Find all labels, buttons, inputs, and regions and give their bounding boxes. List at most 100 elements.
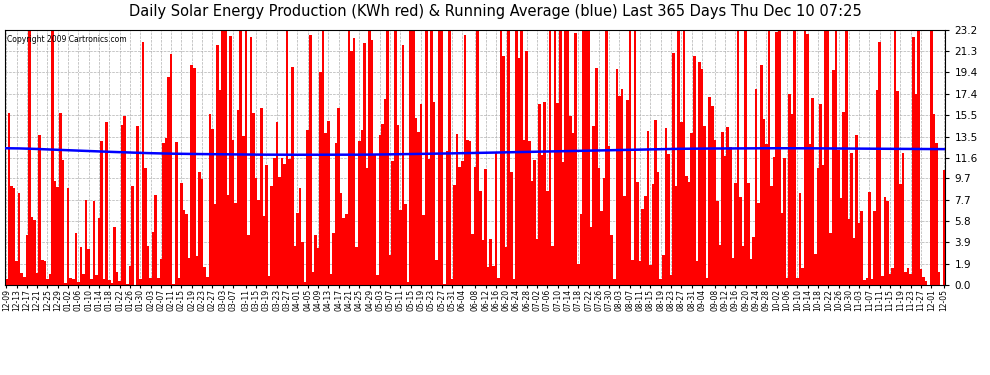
Bar bbox=[229, 36, 232, 285]
Bar bbox=[106, 122, 108, 285]
Bar bbox=[850, 153, 852, 285]
Bar bbox=[497, 278, 500, 285]
Bar bbox=[508, 30, 510, 285]
Bar bbox=[528, 141, 531, 285]
Bar bbox=[727, 127, 729, 285]
Bar bbox=[330, 274, 333, 285]
Bar bbox=[513, 279, 515, 285]
Bar bbox=[865, 278, 868, 285]
Bar bbox=[471, 234, 474, 285]
Bar bbox=[283, 164, 286, 285]
Bar bbox=[275, 122, 278, 285]
Bar bbox=[716, 201, 719, 285]
Bar bbox=[749, 259, 752, 285]
Bar bbox=[899, 184, 902, 285]
Bar bbox=[536, 239, 539, 285]
Bar bbox=[381, 124, 384, 285]
Bar bbox=[796, 278, 799, 285]
Bar bbox=[742, 246, 744, 285]
Bar bbox=[85, 200, 87, 285]
Bar bbox=[368, 30, 371, 285]
Bar bbox=[142, 42, 145, 285]
Bar bbox=[61, 160, 64, 285]
Bar bbox=[352, 38, 355, 285]
Bar bbox=[325, 134, 327, 285]
Bar bbox=[412, 30, 415, 285]
Bar bbox=[675, 186, 677, 285]
Bar bbox=[346, 214, 347, 285]
Bar bbox=[842, 112, 844, 285]
Bar bbox=[280, 158, 283, 285]
Bar bbox=[582, 30, 585, 285]
Bar bbox=[505, 247, 508, 285]
Bar bbox=[613, 279, 616, 285]
Bar bbox=[696, 261, 698, 285]
Bar bbox=[53, 181, 56, 285]
Bar bbox=[301, 242, 304, 285]
Bar bbox=[608, 146, 611, 285]
Bar bbox=[917, 30, 920, 285]
Bar bbox=[544, 102, 546, 285]
Bar bbox=[248, 235, 249, 285]
Bar bbox=[365, 168, 368, 285]
Bar bbox=[832, 70, 835, 285]
Bar bbox=[484, 170, 487, 285]
Bar bbox=[378, 135, 381, 285]
Bar bbox=[291, 68, 294, 285]
Bar bbox=[646, 131, 649, 285]
Bar bbox=[858, 223, 860, 285]
Bar bbox=[391, 160, 394, 285]
Bar bbox=[762, 119, 765, 285]
Bar bbox=[111, 283, 113, 285]
Bar bbox=[119, 281, 121, 285]
Bar bbox=[819, 104, 822, 285]
Bar bbox=[77, 282, 79, 285]
Bar bbox=[835, 30, 838, 285]
Bar bbox=[224, 30, 227, 285]
Bar bbox=[206, 277, 209, 285]
Bar bbox=[129, 267, 132, 285]
Bar bbox=[799, 193, 801, 285]
Bar bbox=[468, 141, 471, 285]
Bar bbox=[474, 166, 476, 285]
Bar bbox=[523, 140, 526, 285]
Bar bbox=[371, 40, 373, 285]
Bar bbox=[515, 30, 518, 285]
Bar bbox=[476, 30, 479, 285]
Bar bbox=[654, 120, 656, 285]
Bar bbox=[92, 201, 95, 285]
Bar bbox=[443, 284, 446, 285]
Bar bbox=[90, 279, 92, 285]
Bar bbox=[595, 68, 598, 285]
Bar bbox=[270, 186, 273, 285]
Bar bbox=[672, 53, 675, 285]
Bar bbox=[752, 237, 754, 285]
Bar bbox=[242, 136, 245, 285]
Bar bbox=[116, 272, 119, 285]
Bar bbox=[539, 104, 541, 285]
Bar bbox=[262, 216, 265, 285]
Bar bbox=[338, 108, 340, 285]
Bar bbox=[793, 30, 796, 285]
Bar bbox=[577, 264, 579, 285]
Bar bbox=[930, 30, 933, 285]
Bar bbox=[778, 30, 780, 285]
Bar bbox=[340, 194, 343, 285]
Bar bbox=[185, 214, 188, 285]
Bar bbox=[249, 37, 252, 285]
Bar bbox=[551, 246, 553, 285]
Bar bbox=[162, 143, 164, 285]
Bar bbox=[252, 114, 254, 285]
Bar bbox=[198, 172, 201, 285]
Bar bbox=[656, 172, 659, 285]
Bar bbox=[288, 159, 291, 285]
Bar bbox=[737, 30, 740, 285]
Bar bbox=[430, 30, 433, 285]
Bar bbox=[757, 203, 760, 285]
Bar bbox=[626, 100, 629, 285]
Bar bbox=[5, 279, 8, 285]
Bar bbox=[214, 204, 216, 285]
Text: Copyright 2009 Cartronics.com: Copyright 2009 Cartronics.com bbox=[7, 35, 127, 44]
Bar bbox=[780, 213, 783, 285]
Bar bbox=[98, 218, 100, 285]
